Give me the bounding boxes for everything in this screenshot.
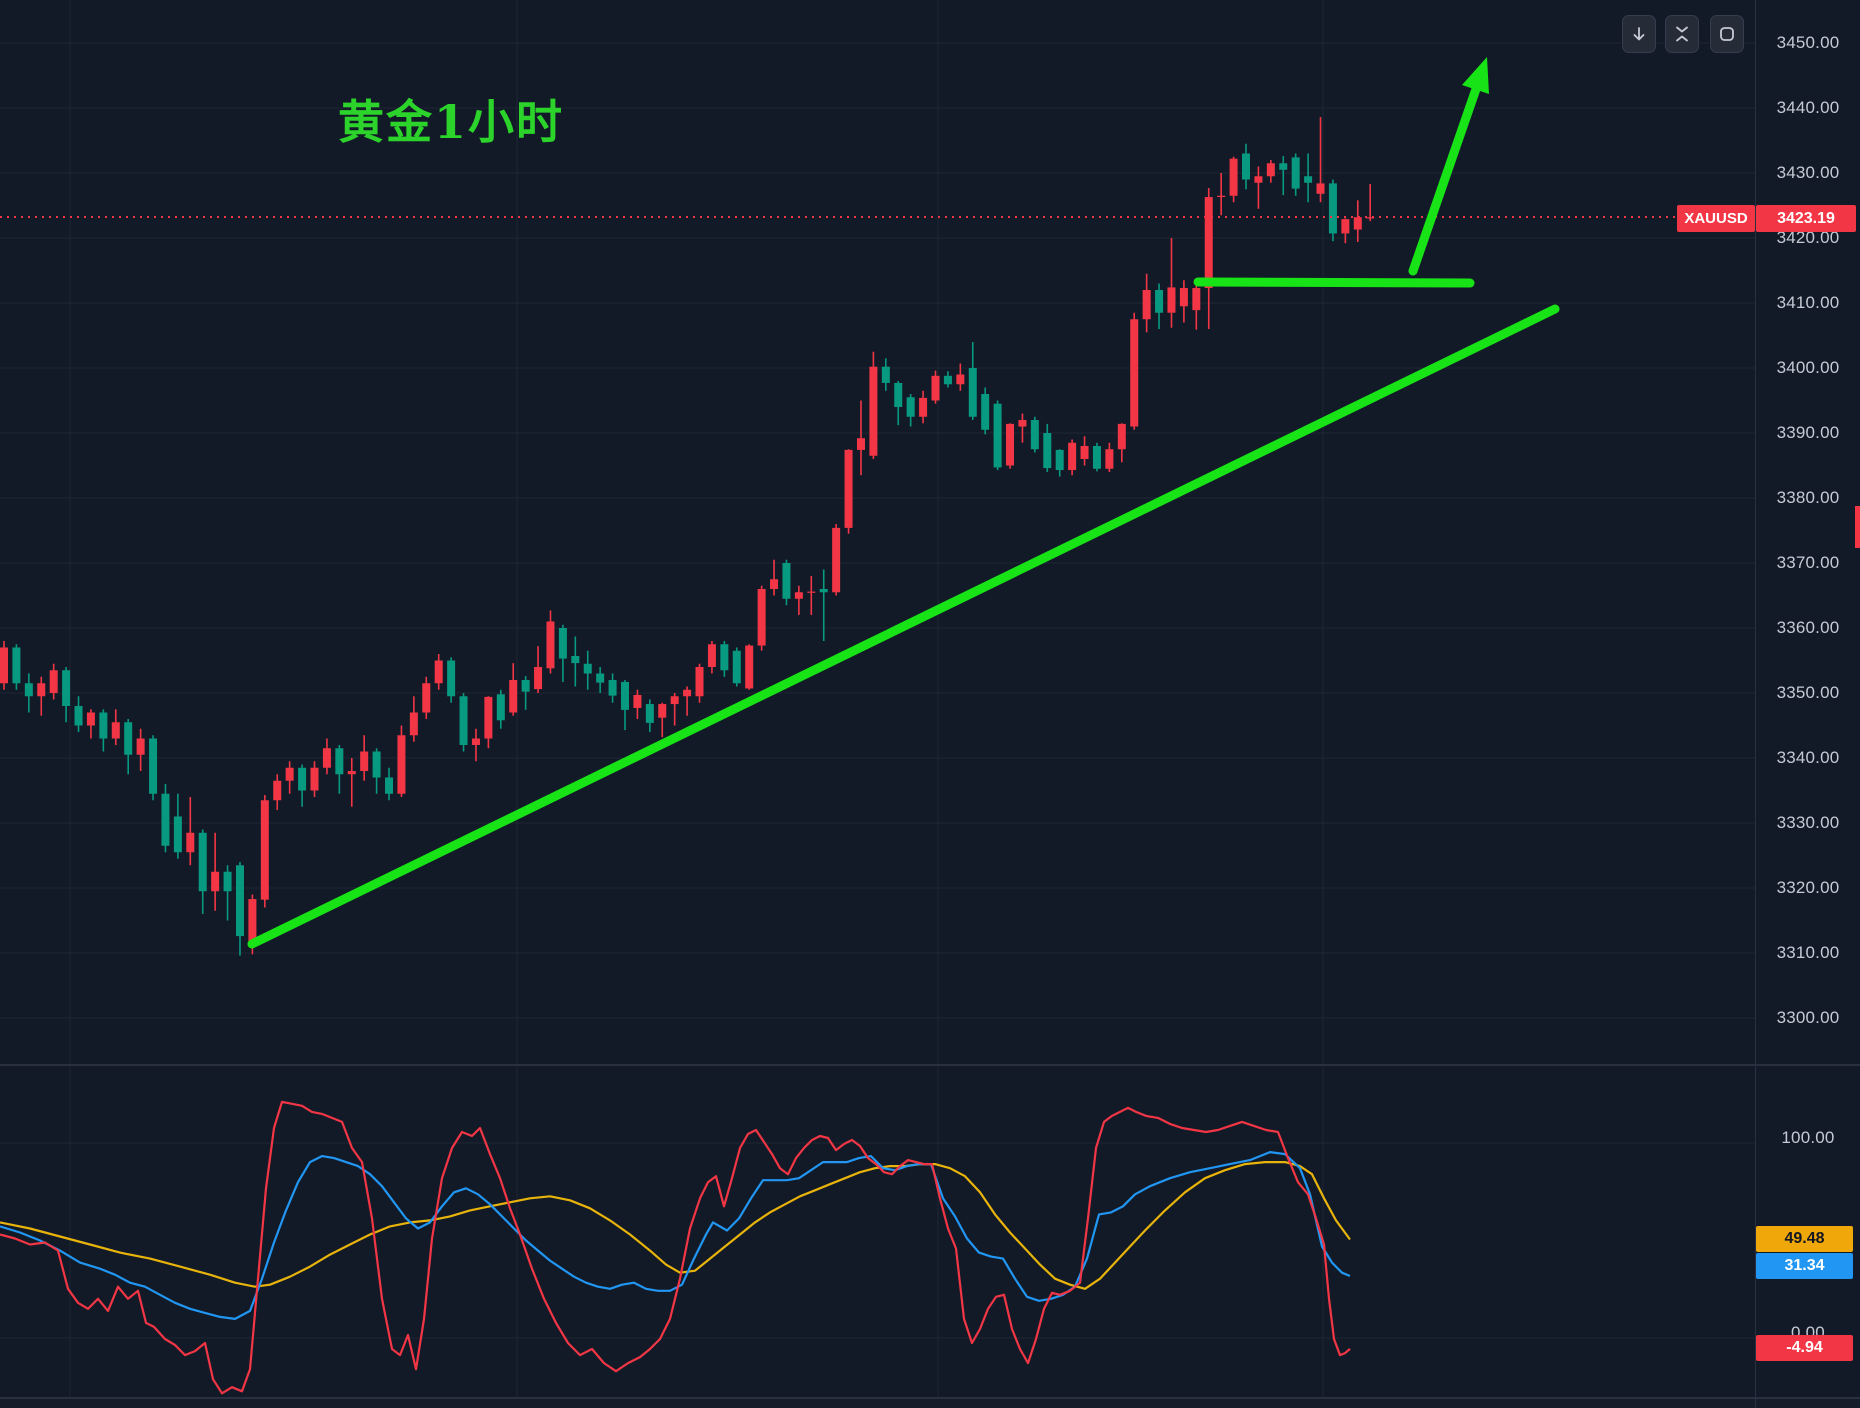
chart-canvas[interactable] [0,0,1755,1408]
price-axis[interactable]: 3450.00 3440.00 3430.00 3420.00 3410.00 3400.… [1756,0,1860,1408]
kdj-k-line [0,1150,1351,1321]
axis-tick-label: 3430.00 [1776,163,1840,182]
axis-tick-label: 3300.00 [1776,1008,1840,1027]
kdj-d-value: 49.48 [1784,1230,1825,1247]
axis-tick-label: 3370.00 [1776,553,1840,572]
up-arrow-head [1462,57,1489,94]
last-price-badge: 3423.19 [1756,205,1856,232]
time-axis-strip[interactable] [0,1399,1860,1408]
arrow-down-icon [1633,27,1645,41]
chevrons-collapse-icon [1676,26,1688,42]
axis-tick-label: 3320.00 [1776,878,1840,897]
maximize-pane-button[interactable] [1710,15,1744,53]
collapse-pane-button[interactable] [1665,15,1699,53]
kdj-d-value-badge: 49.48 [1756,1226,1853,1252]
symbol-label: XAUUSD [1684,210,1748,227]
axis-tick-label: 3420.00 [1776,228,1840,247]
kdj-j-value-badge: -4.94 [1756,1335,1853,1361]
axis-alert-marker [1855,506,1860,548]
gridlines [0,0,1755,1397]
pane-divider[interactable] [0,1064,1860,1066]
support-line[interactable] [1193,277,1475,288]
axis-tick-label: 3360.00 [1776,618,1840,637]
chart-title: 黄金1小时 [338,95,565,149]
axis-tick-label: 3440.00 [1776,98,1840,117]
up-arrow-shaft[interactable] [1408,84,1481,276]
candlestick-series [0,117,1375,956]
axis-tick-label: 3400.00 [1776,358,1840,377]
axis-tick-label: 3330.00 [1776,813,1840,832]
axis-tick-label: 3410.00 [1776,293,1840,312]
axis-tick-label: 3380.00 [1776,488,1840,507]
axis-tick-label: 3390.00 [1776,423,1840,442]
axis-tick-label: 3340.00 [1776,748,1840,767]
kdj-k-value: 31.34 [1784,1257,1825,1274]
kdj-d-line [0,1160,1351,1290]
axis-tick-label: 100.00 [1781,1128,1835,1147]
axis-border [1755,0,1756,1408]
kdj-k-value-badge: 31.34 [1756,1253,1853,1279]
axis-tick-label: 3310.00 [1776,943,1840,962]
kdj-j-value: -4.94 [1786,1339,1823,1356]
last-price-value: 3423.19 [1777,209,1835,227]
axis-tick-label: 3450.00 [1776,33,1840,52]
time-axis-divider [0,1397,1860,1399]
trendline[interactable] [247,304,1560,949]
annotations[interactable] [247,57,1560,949]
axis-tick-label: 3350.00 [1776,683,1840,702]
kdj-j-line [0,1100,1351,1395]
frame-icon [1720,27,1734,41]
scroll-to-latest-button[interactable] [1622,15,1656,53]
symbol-price-badge: XAUUSD [1677,205,1755,232]
